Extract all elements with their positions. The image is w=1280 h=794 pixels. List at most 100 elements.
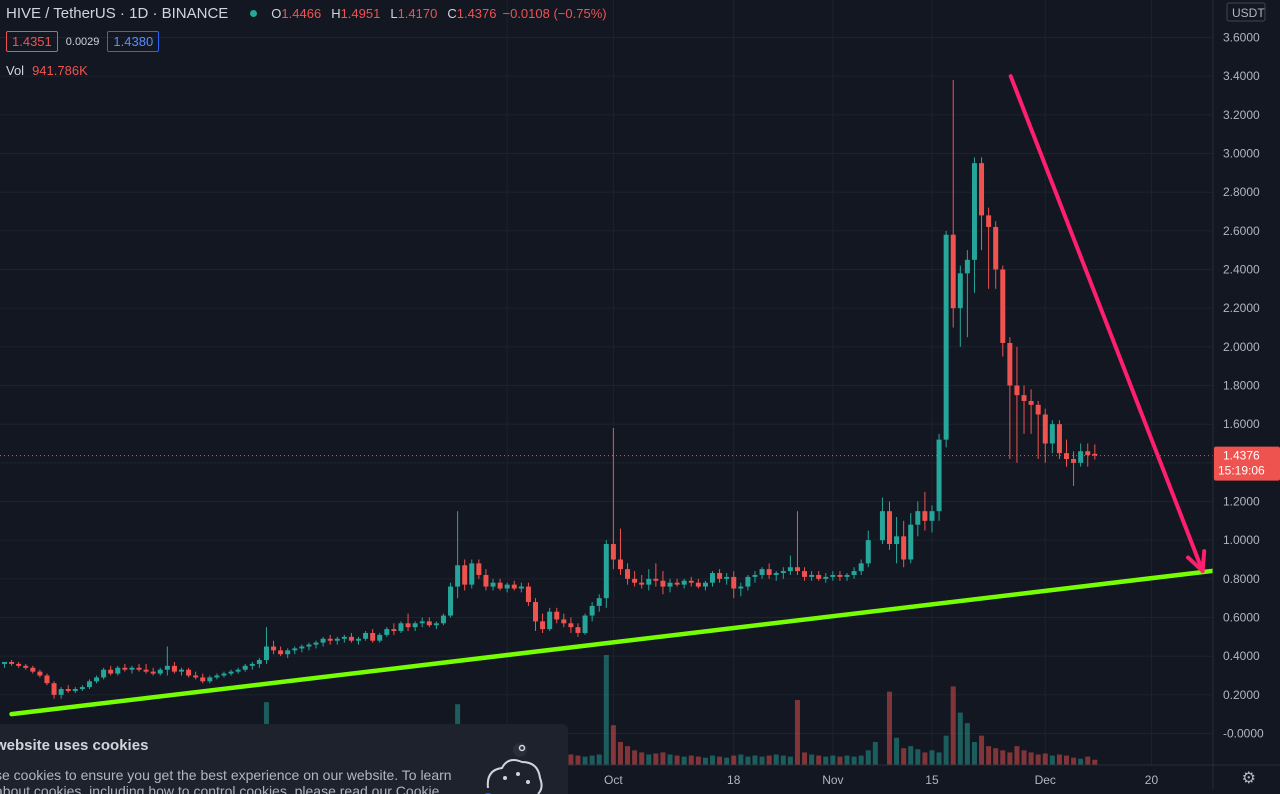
candle-body <box>242 665 248 670</box>
candle-body <box>108 669 114 674</box>
volume-bar <box>752 755 758 765</box>
candle-body <box>356 638 361 641</box>
bid-price-button[interactable]: 1.4351 <box>6 31 58 52</box>
volume-bar <box>660 752 666 765</box>
volume-bar <box>639 752 645 765</box>
time-tick-label: Oct <box>604 773 623 787</box>
time-tick-label: 20 <box>1145 773 1159 787</box>
candle-body <box>702 582 708 587</box>
volume-bar <box>688 755 694 765</box>
candle-body <box>887 511 892 545</box>
candle-body <box>957 273 963 309</box>
volume-bar <box>603 655 609 765</box>
low-value: 1.4170 <box>397 6 438 21</box>
market-status-dot-icon <box>250 10 258 17</box>
candle-body <box>518 586 524 589</box>
candle-body <box>405 623 411 628</box>
volume-bar <box>830 755 836 765</box>
volume-bar <box>979 735 985 765</box>
candle-body <box>695 582 701 587</box>
volume-bar <box>667 754 673 765</box>
candle-body <box>525 586 531 603</box>
candle-body <box>320 638 326 643</box>
candle-body <box>440 615 446 624</box>
cookie-title: website uses cookies <box>0 737 149 754</box>
candle-body <box>936 439 942 512</box>
volume-bar <box>702 757 708 765</box>
volume-bar <box>625 746 631 765</box>
price-tick-label: 0.6000 <box>1223 611 1260 625</box>
candle-body <box>348 636 354 641</box>
candle-body <box>115 667 121 674</box>
candle-body <box>370 632 376 641</box>
ask-price-button[interactable]: 1.4380 <box>107 31 160 52</box>
spread-value: 0.0029 <box>65 35 100 48</box>
volume-bar <box>724 757 730 765</box>
volume-bar <box>936 752 942 765</box>
volume-bar <box>823 756 829 765</box>
candle-body <box>171 665 177 672</box>
candle-body <box>844 574 850 577</box>
candle-body <box>688 580 694 583</box>
candle-body <box>653 578 659 581</box>
candle-body <box>200 677 206 682</box>
symbol-legend[interactable]: HIVE / TetherUS · 1D · BINANCE O 1.4466 H… <box>6 5 607 22</box>
volume-bar <box>695 756 701 765</box>
candle-body <box>986 215 992 227</box>
candle-body <box>610 544 616 560</box>
candle-body <box>858 563 864 572</box>
candle-body <box>271 646 277 651</box>
volume-bar <box>787 756 793 765</box>
candle-body <box>809 574 815 577</box>
volume-legend[interactable]: Vol 941.786K <box>6 63 88 78</box>
grid <box>0 0 1213 765</box>
time-tick-label: 18 <box>727 773 741 787</box>
candle-body <box>37 671 43 676</box>
settings-gear-icon[interactable]: ⚙ <box>1241 770 1256 787</box>
volume-bar <box>731 755 737 765</box>
currency-box <box>1226 2 1266 22</box>
volume-bar <box>922 752 928 765</box>
volume-bar <box>794 700 800 765</box>
candle-body <box>391 629 397 632</box>
volume-bar <box>851 756 857 765</box>
volume-bar <box>1035 754 1041 765</box>
candle-body <box>504 584 510 589</box>
candle-body <box>724 576 730 579</box>
volume-value: 941.786K <box>32 63 88 78</box>
volume-bar <box>568 754 574 765</box>
support-trendline <box>9 563 1262 717</box>
candle-body <box>101 669 107 678</box>
open-value: 1.4466 <box>281 6 322 21</box>
candle-body <box>334 638 340 641</box>
candle-body <box>164 665 170 670</box>
cookie-banner[interactable]: website uses cookies se cookies to ensur… <box>0 724 568 794</box>
volume-bar <box>759 756 765 765</box>
candle-body <box>766 569 772 575</box>
candle-body <box>745 576 751 587</box>
volume-bar <box>1085 756 1091 765</box>
candle-body <box>65 689 71 691</box>
close-label: C <box>447 6 457 21</box>
price-tick-label: 3.2000 <box>1223 108 1260 122</box>
price-tick-label: 2.6000 <box>1223 224 1260 238</box>
symbol-title[interactable]: HIVE / TetherUS · 1D · BINANCE <box>6 5 229 22</box>
last-price-label: 1.4376 <box>1223 449 1260 463</box>
candle-body <box>94 677 100 682</box>
candle-body <box>1071 458 1077 463</box>
volume-bar <box>681 756 687 765</box>
candle-body <box>816 574 822 579</box>
candle-body <box>993 226 999 270</box>
volume-bar <box>837 756 843 765</box>
volume-label: Vol <box>6 63 25 78</box>
volume-bar <box>780 755 786 765</box>
time-tick-label: 15 <box>925 773 939 787</box>
price-axis-bg <box>1213 0 1280 789</box>
candle-body <box>823 576 829 579</box>
candle-body <box>915 511 921 525</box>
candle-body <box>327 638 333 641</box>
price-axis: 3.6000 3.4000 3.2000 3.0000 2.8000 2.6000 2.40… <box>1212 0 1280 789</box>
volume-bar <box>617 741 623 765</box>
candle-body <box>72 689 78 691</box>
